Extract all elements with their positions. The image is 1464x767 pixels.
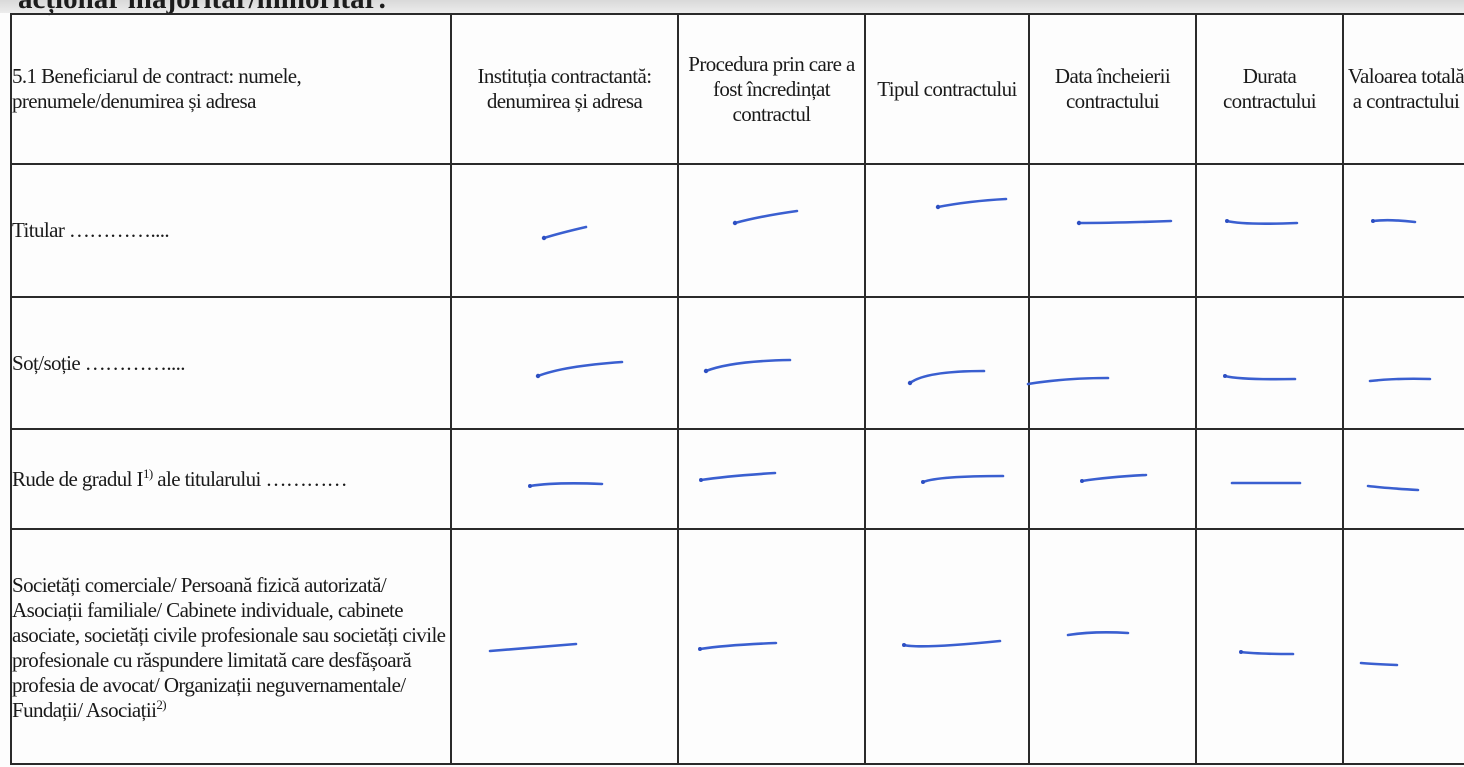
dash-mark: [1237, 641, 1297, 666]
dash-mark: [919, 469, 1009, 494]
table-cell: [677, 428, 866, 530]
dash-mark: [1223, 210, 1303, 235]
dash-mark: [1064, 622, 1134, 647]
dash-mark: [934, 193, 1014, 219]
dash-mark: [702, 355, 797, 385]
column-header-institution: Instituția contractantă: denumirea și ad…: [450, 13, 679, 165]
table-cell: [864, 163, 1030, 298]
dash-mark: [1078, 468, 1153, 493]
column-header-duration: Durata contractului: [1195, 13, 1344, 165]
table-header-row: 5.1 Beneficiarul de contract: numele, pr…: [10, 13, 1464, 165]
row-label-relatives-suffix: ale titularului …………: [152, 466, 348, 491]
dash-mark: [534, 358, 629, 388]
dash-mark: [1075, 210, 1175, 235]
dash-mark: [526, 473, 606, 498]
column-header-beneficiary: 5.1 Beneficiarul de contract: numele, pr…: [10, 13, 452, 165]
dash-mark: [1369, 209, 1424, 234]
dash-mark: [1228, 470, 1304, 495]
dash-mark: [486, 638, 581, 663]
dash-mark: [1221, 367, 1301, 392]
table-cell: [1028, 163, 1197, 298]
table-row: Soț/soție …………....: [10, 296, 1464, 430]
table-cell: [1195, 528, 1344, 765]
scan-top-band: [0, 0, 1464, 13]
dash-mark: [1364, 477, 1424, 502]
table-cell: [1195, 163, 1344, 298]
table-cell: [1028, 528, 1197, 765]
row-label-relatives: Rude de gradul I1) ale titularului …………: [10, 428, 452, 530]
table-cell: [864, 296, 1030, 430]
table-cell: [1342, 428, 1464, 530]
table-cell: [1195, 428, 1344, 530]
table-cell: [1028, 428, 1197, 530]
row-label-relatives-text: Rude de gradul I: [12, 466, 144, 491]
table-cell: [677, 163, 866, 298]
dash-mark: [900, 634, 1005, 659]
row-label-companies-text: Societăți comerciale/ Persoană fizică au…: [12, 573, 446, 722]
table-cell: [864, 428, 1030, 530]
footnote-ref-1: 1): [142, 465, 153, 481]
table-row: Societăți comerciale/ Persoană fizică au…: [10, 528, 1464, 765]
table-cell: [864, 528, 1030, 765]
table-cell: [450, 163, 679, 298]
dash-mark: [696, 635, 782, 660]
table-cell: [677, 296, 866, 430]
dash-mark: [906, 365, 991, 395]
footnote-ref-2: 2): [156, 697, 166, 712]
section-heading-fragment: acționar majoritar/minoritar:: [18, 0, 387, 17]
table-cell: [450, 528, 679, 765]
dash-mark: [540, 223, 600, 249]
column-header-type: Tipul contractului: [864, 13, 1030, 165]
column-header-value: Valoarea totală a contractului: [1342, 13, 1464, 165]
table-row: Titular …………....: [10, 163, 1464, 298]
table-cell: [677, 528, 866, 765]
table-row: Rude de gradul I1) ale titularului …………: [10, 428, 1464, 530]
table-cell: [1195, 296, 1344, 430]
table-cell: [1342, 163, 1464, 298]
dash-mark: [697, 466, 782, 491]
row-label-spouse: Soț/soție …………....: [10, 296, 452, 430]
table-cell: [450, 428, 679, 530]
column-header-procedure: Procedura prin care a fost încredințat c…: [677, 13, 866, 165]
table-cell: [450, 296, 679, 430]
table-cell: [1026, 296, 1197, 430]
row-label-titular: Titular …………....: [10, 163, 452, 298]
column-header-date: Data încheierii contractului: [1028, 13, 1197, 165]
contracts-table: 5.1 Beneficiarul de contract: numele, pr…: [10, 13, 1464, 765]
table-cell: [1342, 528, 1464, 765]
dash-mark: [1357, 651, 1402, 676]
dash-mark: [1366, 368, 1436, 393]
dash-mark: [1024, 371, 1114, 396]
dash-mark: [731, 208, 806, 234]
table-cell: [1342, 296, 1464, 430]
row-label-companies: Societăți comerciale/ Persoană fizică au…: [10, 528, 452, 765]
